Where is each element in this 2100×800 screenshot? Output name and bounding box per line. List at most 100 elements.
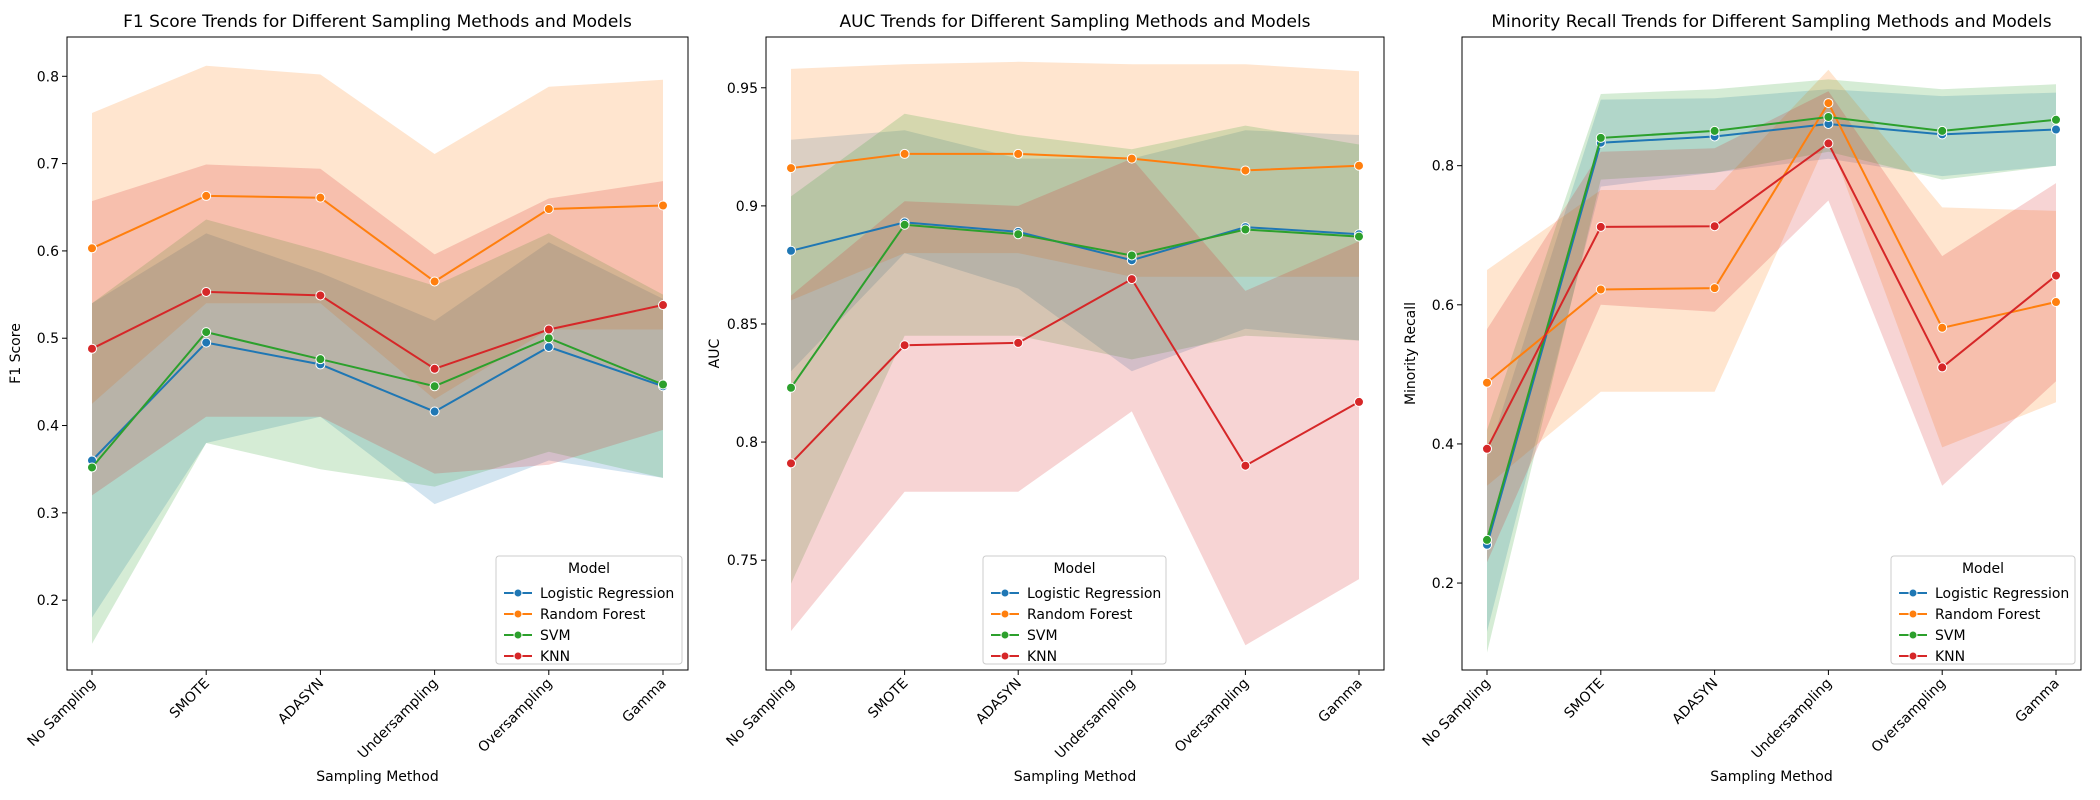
y-tick-label: 0.9 [736, 199, 758, 215]
legend-entry: Logistic Regression [1027, 586, 1161, 602]
data-point [658, 200, 668, 211]
legend-marker [1000, 609, 1010, 619]
confidence-band-4 [791, 158, 1359, 646]
y-tick-label: 0.6 [37, 244, 59, 260]
legend-marker [1908, 651, 1918, 661]
data-point [1482, 534, 1492, 545]
data-point [1823, 111, 1834, 122]
data-point [1354, 160, 1364, 171]
y-tick-label: 0.3 [37, 506, 59, 522]
data-point [429, 363, 440, 374]
x-tick-label: Gamma [619, 676, 669, 726]
legend-entry: SVM [540, 628, 571, 644]
y-tick-label: 0.4 [37, 419, 59, 435]
y-tick-label: 0.7 [37, 157, 59, 173]
legend-marker [513, 588, 523, 598]
y-tick-label: 0.75 [727, 553, 758, 569]
confidence-band-1 [92, 233, 663, 618]
data-point [315, 192, 326, 203]
data-point [1595, 132, 1606, 143]
legend-box [495, 555, 683, 665]
data-point [543, 333, 554, 344]
data-point [1013, 229, 1024, 240]
y-tick-label: 0.2 [37, 593, 59, 609]
legend-box [982, 555, 1167, 665]
axes-frame [765, 36, 1385, 671]
y-axis-label: F1 Score [8, 323, 24, 384]
series-line-2 [1486, 101, 2057, 384]
series-line-3 [790, 223, 1360, 389]
legend-entry: SVM [1935, 628, 1966, 644]
legend-entry: Random Forest [1935, 607, 2041, 623]
y-axis-label: AUC [707, 338, 723, 368]
data-point [1126, 153, 1137, 164]
series-line-4 [1486, 141, 2057, 450]
legend-marker [513, 609, 523, 619]
x-axis-label: Sampling Method [1014, 769, 1137, 785]
confidence-band-1 [791, 130, 1359, 372]
x-tick-label: SMOTE [865, 676, 911, 722]
x-tick-label: ADASYN [275, 676, 327, 728]
legend: Model Logistic Regression Random Forest SVM… [1890, 555, 2076, 665]
legend-title: Model [568, 561, 610, 577]
data-point [543, 324, 554, 335]
data-point [1823, 98, 1834, 109]
data-point [899, 219, 910, 230]
legend-entry: Random Forest [1027, 607, 1133, 623]
y-tick-label: 0.2 [1432, 576, 1454, 592]
data-point [786, 245, 796, 256]
x-tick-label: SMOTE [167, 676, 213, 722]
legend: Model Logistic Regression Random Forest SVM… [495, 555, 683, 665]
data-point [1354, 396, 1364, 407]
legend-title: Model [1962, 561, 2004, 577]
legend-entry: Logistic Regression [540, 586, 674, 602]
x-tick-label: Oversampling [1172, 676, 1252, 756]
y-axis-label: Minority Recall [1403, 302, 1419, 405]
confidence-band-2 [92, 65, 663, 404]
data-point [1937, 322, 1948, 333]
y-tick-label: 0.85 [727, 317, 758, 333]
legend-marker [1908, 630, 1918, 640]
data-point [1240, 460, 1251, 471]
chart-title: AUC Trends for Different Sampling Method… [839, 12, 1310, 32]
data-point [786, 163, 796, 174]
data-point [2051, 114, 2061, 125]
data-point [2051, 297, 2061, 308]
axes-frame [1461, 36, 2082, 671]
confidence-band-4 [92, 164, 663, 496]
legend-entry: Logistic Regression [1935, 586, 2069, 602]
x-tick-label: No Sampling [724, 676, 798, 750]
legend-entry: KNN [1027, 649, 1057, 665]
x-tick-label: Oversampling [475, 676, 555, 756]
data-point [899, 148, 910, 159]
data-point [543, 341, 554, 352]
data-point [786, 382, 796, 393]
legend-box [1890, 555, 2076, 665]
y-tick-label: 0.6 [1432, 298, 1454, 314]
legend-marker [513, 630, 523, 640]
series-line-2 [790, 152, 1360, 172]
data-point [1126, 250, 1137, 261]
series-line-1 [1486, 122, 2057, 546]
y-tick-label: 0.8 [37, 69, 59, 85]
data-point [201, 327, 212, 338]
data-point [1482, 377, 1492, 388]
chart-panel-3: 0.2 0.4 0.6 0.8 No Sampling SMOTE ADASYN Unders… [1403, 12, 2082, 785]
data-point [658, 379, 668, 390]
data-point [1823, 138, 1834, 149]
data-point [87, 343, 97, 354]
y-tick-label: 0.8 [736, 435, 758, 451]
legend: Model Logistic Regression Random Forest SVM… [982, 555, 1167, 665]
data-point [1595, 284, 1606, 295]
x-tick-label: Oversampling [1869, 676, 1949, 756]
axes-frame [66, 36, 689, 671]
legend-entry: KNN [540, 649, 570, 665]
data-point [1709, 221, 1720, 232]
confidence-band-2 [1487, 69, 2056, 486]
data-point [315, 290, 326, 301]
x-tick-label: ADASYN [1669, 676, 1721, 728]
data-point [1937, 362, 1948, 373]
x-tick-label: Undersampling [1052, 676, 1138, 762]
confidence-band-1 [1487, 89, 2056, 632]
series-line-2 [91, 194, 664, 283]
